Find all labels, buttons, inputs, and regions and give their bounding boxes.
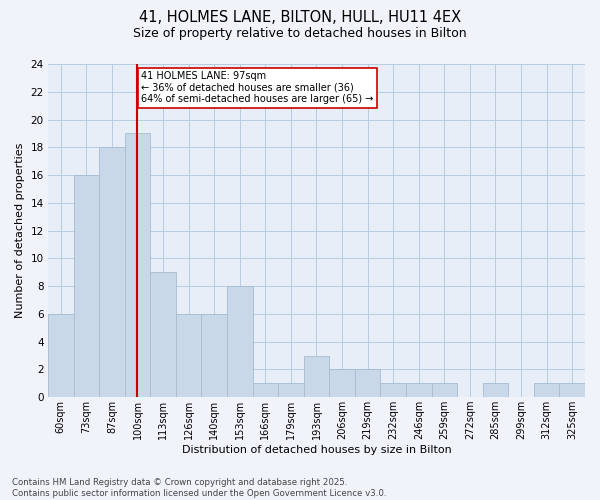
Text: 41, HOLMES LANE, BILTON, HULL, HU11 4EX: 41, HOLMES LANE, BILTON, HULL, HU11 4EX [139,10,461,25]
Bar [278,384,304,397]
Y-axis label: Number of detached properties: Number of detached properties [15,143,25,318]
Bar [48,314,74,397]
Bar [406,384,431,397]
Bar [304,356,329,397]
Bar [74,175,99,397]
Text: Size of property relative to detached houses in Bilton: Size of property relative to detached ho… [133,28,467,40]
Bar [355,370,380,397]
Bar [150,272,176,397]
Bar [176,314,202,397]
Bar [99,148,125,397]
Bar [380,384,406,397]
Bar [483,384,508,397]
Text: Contains HM Land Registry data © Crown copyright and database right 2025.
Contai: Contains HM Land Registry data © Crown c… [12,478,386,498]
Bar [559,384,585,397]
Bar [202,314,227,397]
Bar [329,370,355,397]
X-axis label: Distribution of detached houses by size in Bilton: Distribution of detached houses by size … [182,445,451,455]
Text: 41 HOLMES LANE: 97sqm
← 36% of detached houses are smaller (36)
64% of semi-deta: 41 HOLMES LANE: 97sqm ← 36% of detached … [142,71,374,104]
Bar [431,384,457,397]
Bar [534,384,559,397]
Bar [227,286,253,397]
Bar [253,384,278,397]
Bar [125,134,150,397]
